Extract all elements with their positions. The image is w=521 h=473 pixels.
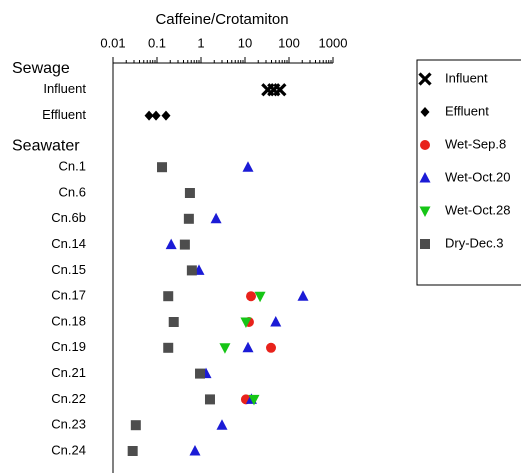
marker — [248, 394, 260, 406]
marker — [266, 342, 277, 353]
marker — [127, 446, 138, 456]
marker — [184, 188, 195, 198]
legend-marker — [420, 239, 430, 249]
legend-marker — [419, 172, 431, 183]
marker — [254, 291, 266, 303]
x-tick-label: 0.01 — [100, 35, 125, 50]
y-tick-label: Cn.18 — [51, 313, 86, 328]
legend-label: Influent — [445, 70, 488, 85]
y-tick-label: Cn.14 — [51, 236, 86, 251]
marker — [297, 290, 309, 301]
marker — [270, 316, 282, 327]
x-tick-label: 1 — [197, 35, 204, 50]
marker — [219, 343, 231, 354]
marker — [163, 291, 174, 302]
marker — [216, 419, 228, 430]
y-tick-label: Cn.1 — [59, 159, 86, 174]
legend-marker — [420, 140, 430, 150]
legend-marker — [418, 72, 432, 86]
y-tick-label: Cn.17 — [51, 288, 86, 303]
marker — [242, 341, 254, 353]
y-tick-label: Effluent — [42, 107, 86, 122]
marker — [195, 368, 206, 379]
y-tick-label: Cn.23 — [51, 417, 86, 432]
y-tick-label: Cn.6 — [59, 184, 86, 199]
marker — [242, 161, 254, 172]
x-tick-label: 1000 — [319, 35, 348, 50]
marker — [130, 420, 141, 431]
y-tick-label: Cn.6b — [51, 210, 86, 225]
marker — [161, 110, 171, 121]
marker — [240, 317, 252, 328]
y-tick-label: Influent — [43, 81, 86, 96]
marker — [144, 110, 154, 121]
y-tick-label: Cn.24 — [51, 442, 86, 457]
marker — [157, 162, 168, 173]
marker — [189, 445, 201, 456]
marker — [186, 265, 197, 276]
marker — [179, 239, 190, 250]
marker — [151, 110, 161, 121]
legend-label: Wet-Oct.20 — [445, 169, 511, 184]
legend-marker — [420, 107, 430, 117]
marker — [168, 317, 179, 327]
y-tick-label: Cn.21 — [51, 365, 86, 380]
marker — [246, 291, 257, 302]
y-tick-label: Cn.22 — [51, 391, 86, 406]
group-label: Sewage — [12, 60, 70, 77]
marker — [183, 213, 194, 224]
y-tick-label: Cn.19 — [51, 339, 86, 354]
marker — [165, 238, 177, 250]
marker — [163, 342, 174, 353]
group-label: Seawater — [12, 138, 80, 155]
x-tick-label: 10 — [238, 35, 252, 50]
legend-label: Wet-Sep.8 — [445, 136, 506, 151]
y-tick-label: Cn.15 — [51, 262, 86, 277]
legend-marker — [419, 206, 431, 217]
legend-label: Effluent — [445, 103, 489, 118]
x-tick-label: 0.1 — [148, 35, 166, 50]
chart-title: Caffeine/Crotamiton — [155, 11, 288, 28]
marker — [273, 83, 287, 97]
legend-label: Dry-Dec.3 — [445, 235, 504, 250]
marker — [210, 212, 222, 224]
legend-box — [416, 59, 521, 286]
x-tick-label: 100 — [278, 35, 300, 50]
legend-label: Wet-Oct.28 — [445, 202, 511, 217]
marker — [204, 394, 215, 405]
